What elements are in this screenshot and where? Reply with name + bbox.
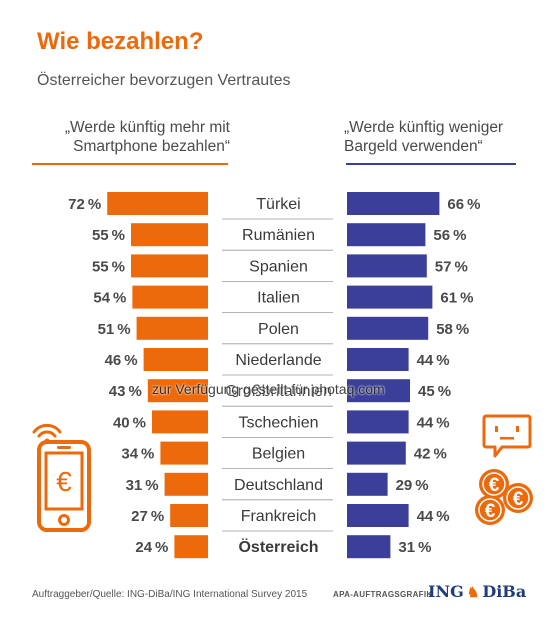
left-value-label: 54 % xyxy=(93,290,126,307)
right-bar xyxy=(347,254,427,278)
left-bar xyxy=(107,192,208,215)
right-value-label: 42 % xyxy=(414,446,447,463)
category-label: Italien xyxy=(257,290,300,307)
right-bar xyxy=(347,410,409,434)
category-label: Belgien xyxy=(252,446,305,463)
right-value-label: 57 % xyxy=(435,258,468,275)
right-value-label: 44 % xyxy=(417,414,450,431)
right-value-label: 61 % xyxy=(440,290,473,307)
left-value-label: 24 % xyxy=(135,539,168,556)
category-label: Deutschland xyxy=(234,477,323,494)
right-bar xyxy=(347,472,388,496)
left-header-underline xyxy=(32,163,228,165)
left-bar xyxy=(174,535,208,559)
svg-text:€: € xyxy=(489,475,500,496)
agency-credit: APA-AUFTRAGSGRAFIK xyxy=(333,590,433,599)
right-series-header: „Werde künftig weniger Bargeld verwenden… xyxy=(344,118,544,156)
category-label: Polen xyxy=(258,321,299,338)
left-bar xyxy=(160,441,208,465)
right-header-line-1: „Werde künftig weniger xyxy=(344,119,504,136)
right-value-label: 58 % xyxy=(436,321,469,338)
category-label: Rumänien xyxy=(242,227,315,244)
left-bar xyxy=(132,285,208,309)
left-value-label: 43 % xyxy=(109,383,142,400)
lion-icon: ♞ xyxy=(466,585,480,601)
right-value-label: 44 % xyxy=(417,508,450,525)
right-bar xyxy=(347,223,426,247)
right-header-underline xyxy=(346,163,516,165)
left-value-label: 55 % xyxy=(92,258,125,275)
right-bar xyxy=(347,348,409,371)
right-bar xyxy=(347,285,433,309)
speech-bubble-icon xyxy=(482,414,532,458)
chart-title: Wie bezahlen? xyxy=(37,28,204,55)
right-bar xyxy=(347,504,409,527)
right-value-label: 29 % xyxy=(396,477,429,494)
logo-ing: ING xyxy=(428,582,464,601)
left-bar xyxy=(147,379,208,403)
source-note: Auftraggeber/Quelle: ING-DiBa/ING Intern… xyxy=(32,589,308,600)
left-bar xyxy=(164,472,208,496)
left-bar xyxy=(152,410,208,434)
left-header-line-1: „Werde künftig mehr mit xyxy=(64,119,230,136)
right-header-line-2: Bargeld verwenden“ xyxy=(344,138,483,155)
left-bar xyxy=(131,223,208,247)
left-value-label: 31 % xyxy=(126,477,159,494)
euro-coins-icon: € € € xyxy=(475,469,533,525)
left-value-label: 34 % xyxy=(121,446,154,463)
watermark-text: zur Verfügung gestellt für photaq.com xyxy=(152,381,385,397)
chart-subtitle: Österreicher bevorzugen Vertrautes xyxy=(37,72,291,89)
left-bar xyxy=(170,504,208,527)
right-value-label: 56 % xyxy=(433,227,466,244)
svg-text:€: € xyxy=(56,466,72,497)
right-value-label: 31 % xyxy=(398,539,431,556)
left-header-line-2: Smartphone bezahlen“ xyxy=(73,138,230,155)
left-bar xyxy=(143,348,208,371)
left-series-header: „Werde künftig mehr mit Smartphone bezah… xyxy=(30,118,230,156)
logo-diba: DiBa xyxy=(482,582,527,601)
smartphone-euro-icon: € xyxy=(37,440,91,532)
svg-text:€: € xyxy=(485,501,496,522)
right-bar xyxy=(347,441,406,465)
right-value-label: 44 % xyxy=(417,352,450,369)
right-value-label: 45 % xyxy=(418,383,451,400)
left-bar xyxy=(131,254,208,278)
left-bar xyxy=(136,316,208,340)
left-value-label: 27 % xyxy=(131,508,164,525)
right-bar xyxy=(347,192,440,215)
svg-text:€: € xyxy=(513,489,524,510)
category-label: Spanien xyxy=(249,258,308,275)
left-value-label: 46 % xyxy=(105,352,138,369)
category-label: Türkei xyxy=(256,196,300,213)
category-label: Großbritannien xyxy=(225,383,332,400)
category-label: Frankreich xyxy=(241,508,317,525)
category-label: Tschechien xyxy=(238,414,318,431)
left-value-label: 51 % xyxy=(98,321,131,338)
right-bar xyxy=(347,316,429,340)
category-label: Österreich xyxy=(238,537,318,556)
left-value-label: 40 % xyxy=(113,414,146,431)
left-value-label: 55 % xyxy=(92,227,125,244)
left-value-label: 72 % xyxy=(68,196,101,213)
right-bar xyxy=(347,379,410,403)
ing-diba-logo: ING ♞ DiBa xyxy=(428,582,526,601)
right-value-label: 66 % xyxy=(447,196,480,213)
right-bar xyxy=(347,535,391,559)
category-label: Niederlande xyxy=(235,352,321,369)
